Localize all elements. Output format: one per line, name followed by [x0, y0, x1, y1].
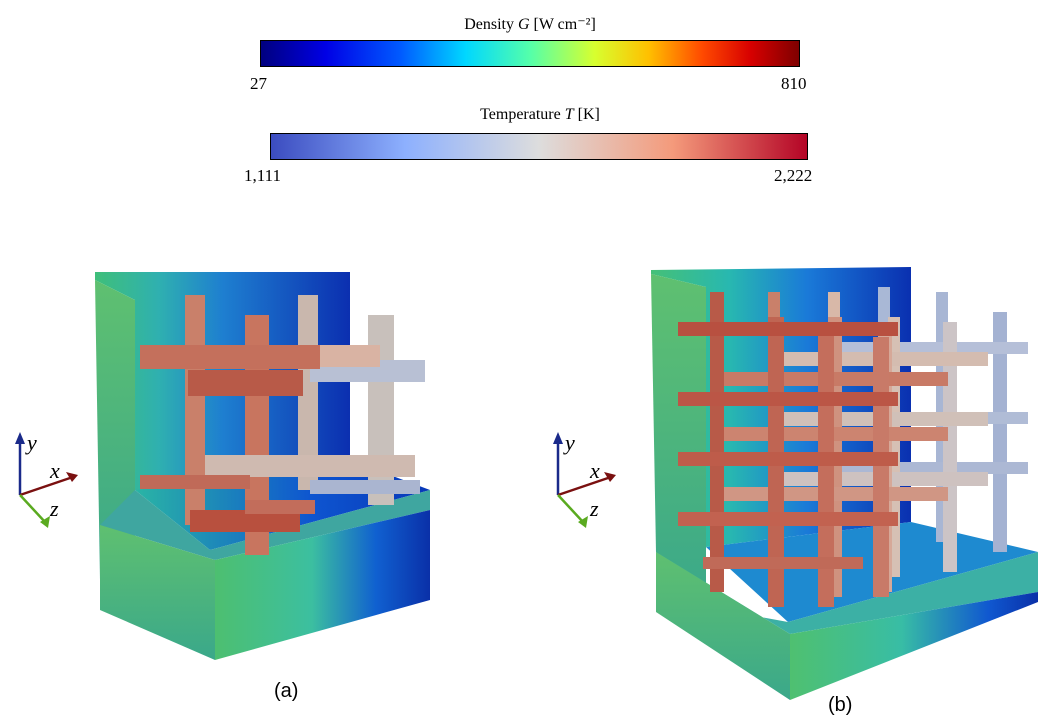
temperature-colorbar-title: Temperature T [K]: [480, 106, 600, 123]
lattice-rods: [678, 287, 1028, 607]
floor-side: [656, 552, 790, 700]
density-colorbar: [260, 40, 800, 67]
axes-triad: y x z: [15, 430, 78, 528]
density-min-label: 27: [250, 74, 267, 93]
floor-side: [100, 525, 215, 660]
x-axis-label: x: [589, 458, 600, 483]
z-axis-label: z: [589, 496, 599, 521]
floor-top: [100, 490, 430, 560]
density-colorbar-title: Density G [W cm⁻²]: [464, 16, 596, 33]
axes-triad: y x z: [553, 430, 616, 528]
z-axis-label: z: [49, 496, 59, 521]
panel-a-label: (a): [274, 680, 299, 702]
temperature-max-label: 2,222: [774, 166, 813, 185]
x-axis-label: x: [49, 458, 60, 483]
panel-a-render: y x z: [15, 272, 430, 660]
density-max-label: 810: [781, 74, 807, 93]
temperature-min-label: 1,111: [244, 166, 281, 185]
panel-b-label: (b): [828, 694, 853, 716]
panel-b-render: y x z: [553, 267, 1038, 700]
temperature-colorbar: [270, 133, 808, 160]
floor-front: [790, 592, 1038, 700]
y-axis-label: y: [25, 430, 37, 455]
lattice-rods: [140, 295, 425, 555]
y-axis-label: y: [563, 430, 575, 455]
